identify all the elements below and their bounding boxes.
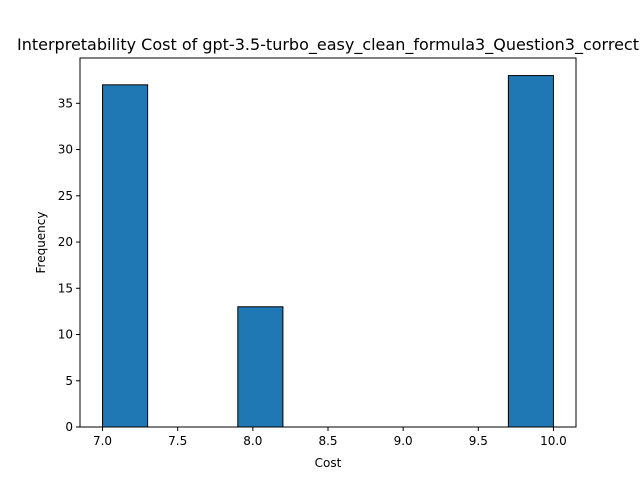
y-axis-ticks: 0 5 10 15 20 25 30 35 <box>58 96 80 434</box>
x-axis-label: Cost <box>315 456 342 470</box>
x-tick-label: 7.0 <box>93 434 112 448</box>
x-tick-label: 10.0 <box>540 434 567 448</box>
y-tick-label: 15 <box>58 281 73 295</box>
x-tick-label: 8.5 <box>318 434 337 448</box>
chart-title: Interpretability Cost of gpt-3.5-turbo_e… <box>17 35 639 55</box>
x-axis-ticks: 7.0 7.5 8.0 8.5 9.0 9.5 10.0 <box>93 427 567 448</box>
histogram-bar <box>507 75 554 428</box>
histogram-bar <box>102 84 149 428</box>
y-tick-label: 10 <box>58 328 73 342</box>
y-tick-label: 25 <box>58 189 73 203</box>
x-tick-label: 7.5 <box>168 434 187 448</box>
histogram-bar <box>237 306 284 428</box>
x-tick-label: 8.0 <box>243 434 262 448</box>
bars-group <box>102 75 554 428</box>
y-tick-label: 30 <box>58 143 73 157</box>
plot-area-frame <box>79 57 577 428</box>
y-tick-label: 0 <box>65 420 73 434</box>
x-tick-label: 9.5 <box>469 434 488 448</box>
y-tick-label: 35 <box>58 96 73 110</box>
y-tick-label: 20 <box>58 235 73 249</box>
y-tick-label: 5 <box>65 374 73 388</box>
x-tick-label: 9.0 <box>394 434 413 448</box>
y-axis-label: Frequency <box>34 212 48 274</box>
